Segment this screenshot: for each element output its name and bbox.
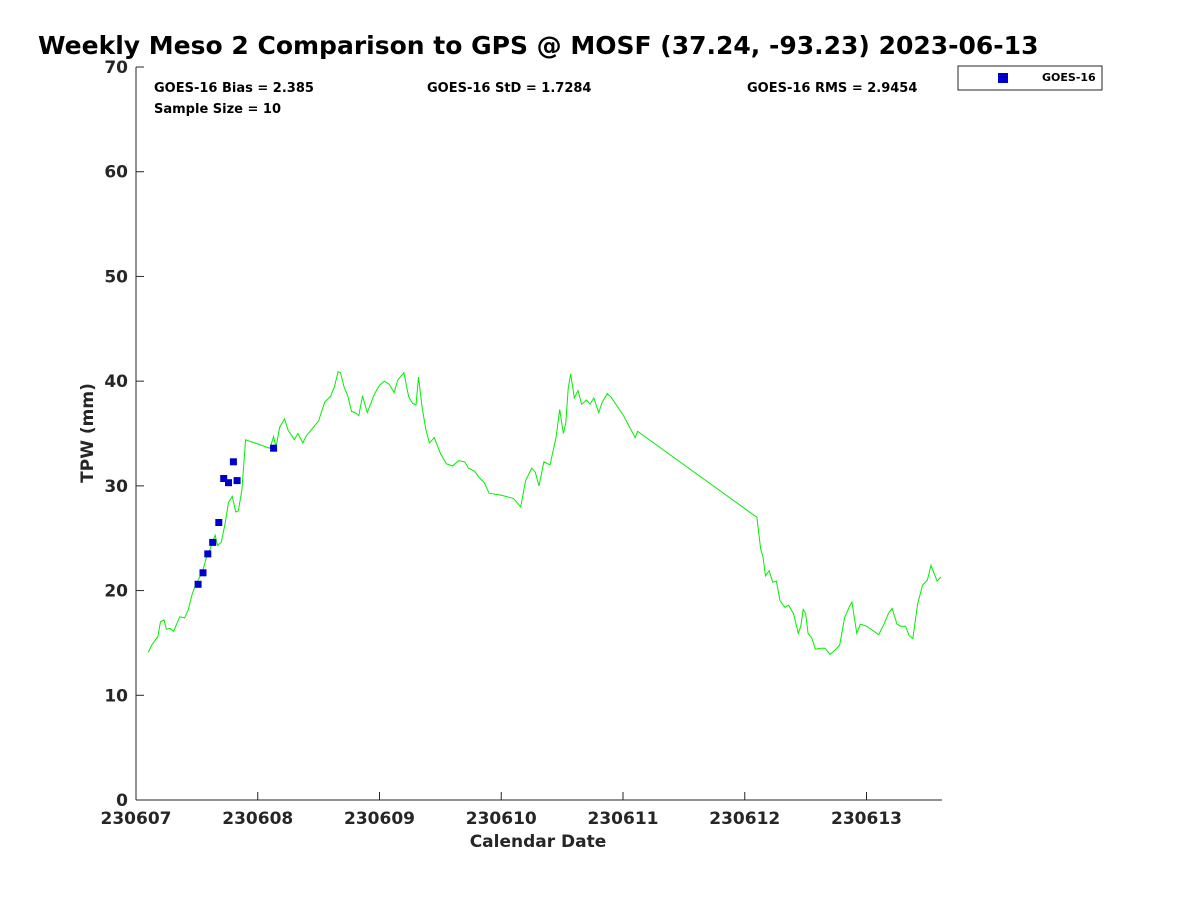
y-tick-label: 30 <box>104 477 128 497</box>
goes16-point <box>220 475 228 482</box>
y-tick-label: 50 <box>104 267 128 287</box>
x-tick-label: 230611 <box>588 809 659 829</box>
x-tick-label: 230613 <box>831 809 902 829</box>
points-layer <box>194 444 278 588</box>
y-tick-label: 60 <box>104 163 128 183</box>
goes16-point <box>215 519 223 526</box>
goes16-point <box>194 580 202 588</box>
legend-label-goes16: GOES-16 <box>1042 71 1096 84</box>
gps-tpw-line <box>147 370 942 656</box>
legend-box <box>957 65 1103 91</box>
x-axis-label: Calendar Date <box>470 832 607 852</box>
y-tick-label: 70 <box>104 58 128 78</box>
x-tick-label: 230610 <box>466 809 537 829</box>
y-tick-label: 40 <box>104 372 128 392</box>
x-tick-label: 230612 <box>709 809 780 829</box>
y-axis-label: TPW (mm) <box>78 383 98 483</box>
legend-swatch-goes16 <box>998 73 1008 83</box>
lines-layer <box>147 370 942 656</box>
stat-sample-size: Sample Size = 10 <box>154 102 281 117</box>
legend: GOES-16 <box>957 65 1103 91</box>
goes16-point <box>225 479 232 487</box>
goes16-point <box>209 538 217 546</box>
y-tick-label: 20 <box>104 582 128 602</box>
goes16-point <box>270 444 278 452</box>
y-tick-label: 10 <box>104 686 128 706</box>
goes16-point <box>233 477 241 485</box>
stat-std: GOES-16 StD = 1.7284 <box>427 81 591 96</box>
stat-rms: GOES-16 RMS = 2.9454 <box>747 81 917 96</box>
goes16-point <box>229 458 237 466</box>
chart-title: Weekly Meso 2 Comparison to GPS @ MOSF (… <box>38 31 1038 60</box>
goes16-point <box>199 569 207 577</box>
y-tick-label: 0 <box>116 791 128 811</box>
x-tick-label: 230608 <box>222 809 293 829</box>
plot-area: 0 10 20 30 40 50 60 70 230607 230608 230609 230610… <box>101 58 942 829</box>
x-tick-label: 230607 <box>101 809 172 829</box>
y-ticks: 0 10 20 30 40 50 60 70 <box>104 58 144 811</box>
x-tick-label: 230609 <box>344 809 415 829</box>
stat-bias: GOES-16 Bias = 2.385 <box>154 81 314 96</box>
goes16-point <box>204 550 212 558</box>
x-ticks: 230607 230608 230609 230610 230611 230612 2306… <box>101 792 902 829</box>
